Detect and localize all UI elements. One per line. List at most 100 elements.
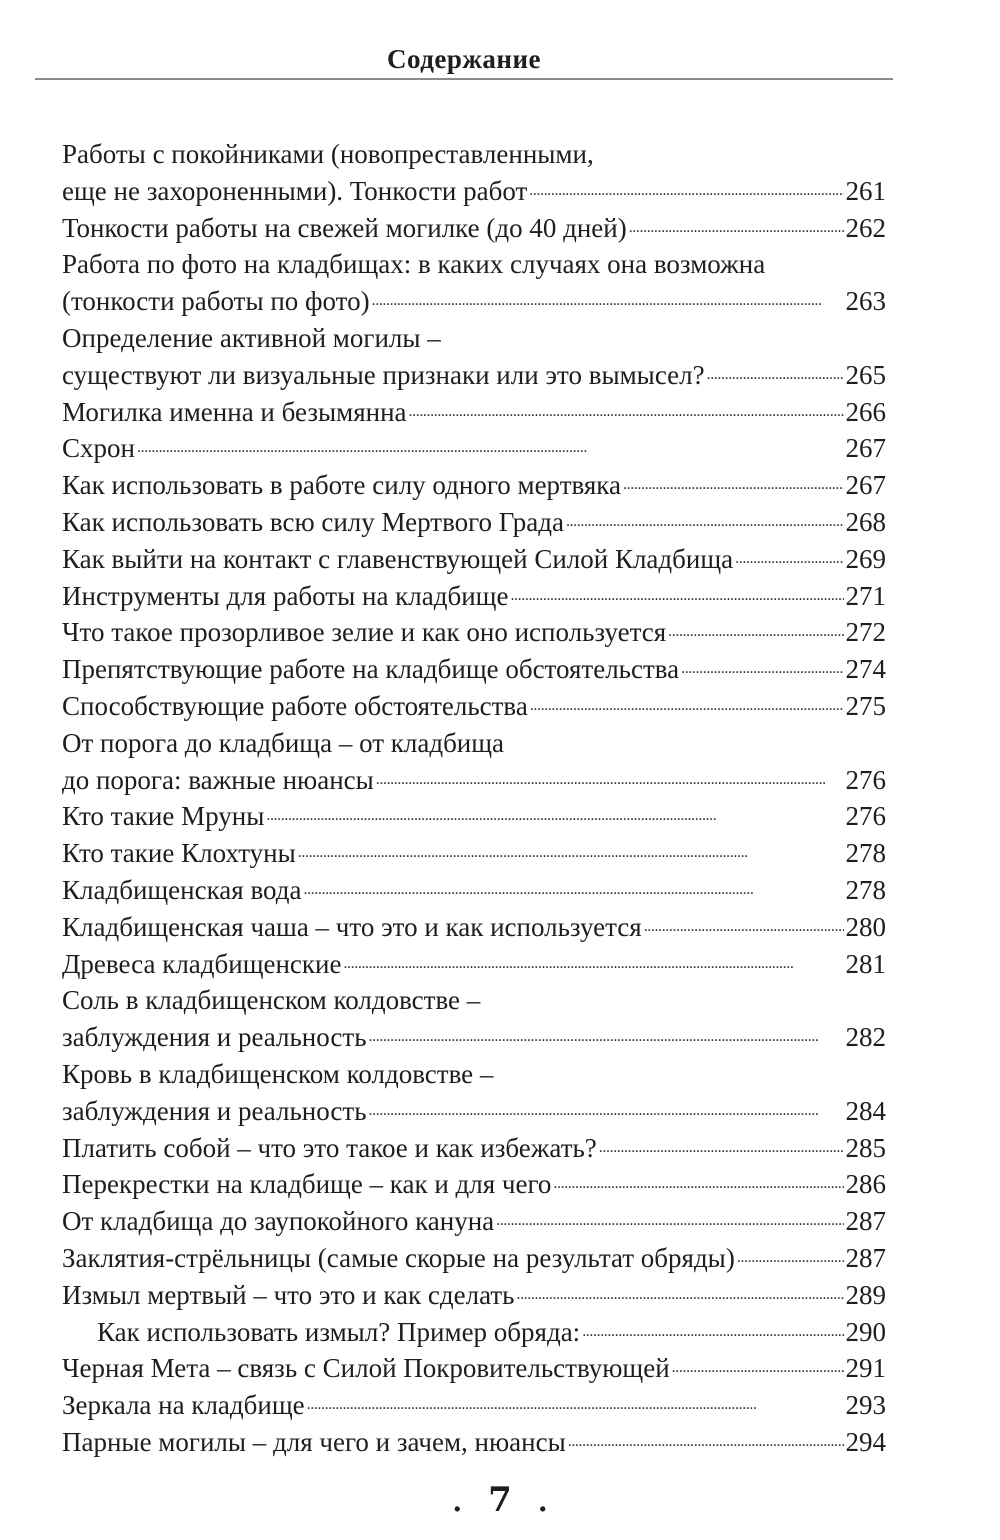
- toc-entry-title: Как использовать в работе силу одного ме…: [62, 470, 621, 501]
- dot-leader: [496, 1203, 843, 1240]
- toc-entry-title: От порога до кладбища – от кладбища: [62, 727, 505, 758]
- toc-entry-line: Определение активной могилы –: [62, 320, 886, 357]
- toc-page-number: 262: [845, 212, 887, 243]
- toc-entry-line: Схрон 267: [62, 430, 886, 467]
- table-of-contents: Работы с покойниками (новопреставленными…: [62, 136, 886, 1461]
- dot-leader: [668, 614, 843, 651]
- toc-entry-title: Как использовать измыл? Пример обряда:: [97, 1316, 581, 1347]
- toc-entry-line: Как использовать в работе силу одного ме…: [62, 467, 886, 504]
- dot-leader: [629, 210, 844, 247]
- toc-entry-title: Как использовать всю силу Мертвого Града: [62, 506, 564, 537]
- toc-entry-title: Способствующие работе обстоятельства: [62, 690, 528, 721]
- toc-entry-title: От кладбища до заупокойного кануна: [62, 1206, 495, 1237]
- toc-entry-title: Кровь в кладбищенском колдовстве –: [62, 1058, 494, 1089]
- toc-entry-title: Кто такие Клохтуны: [62, 838, 296, 869]
- running-header: Содержание: [35, 40, 893, 80]
- toc-page-number: 261: [845, 175, 887, 206]
- toc-page-number: 278: [845, 874, 887, 905]
- toc-entry-line: Кладбищенская чаша – что это и как испол…: [62, 909, 886, 946]
- toc-entry-line: Препятствующие работе на кладбище обстоя…: [62, 651, 886, 688]
- dot-leader: [623, 467, 844, 504]
- toc-entry-line: Кровь в кладбищенском колдовстве –: [62, 1056, 886, 1093]
- dot-leader: [516, 1277, 843, 1314]
- dot-leader: [707, 357, 844, 394]
- dot-leader: [672, 1350, 844, 1387]
- dot-leader: [568, 1424, 844, 1461]
- toc-entry-line: существуют ли визуальные признаки или эт…: [62, 357, 886, 394]
- toc-entry-line: Парные могилы – для чего и зачем, нюансы…: [62, 1424, 886, 1461]
- dot-leader: [737, 1240, 844, 1277]
- toc-entry-title: существуют ли визуальные признаки или эт…: [62, 359, 705, 390]
- dot-leader: [137, 430, 844, 467]
- dot-leader: [343, 946, 843, 983]
- toc-page-number: 294: [845, 1426, 887, 1457]
- toc-entry-title: Тонкости работы на свежей могилке (до 40…: [62, 212, 627, 243]
- toc-page-number: 286: [845, 1169, 887, 1200]
- dot-leader: [530, 688, 844, 725]
- toc-entry-title: Препятствующие работе на кладбище обстоя…: [62, 654, 680, 685]
- toc-entry-title: Заклятия-стрëльницы (самые скорые на рез…: [62, 1242, 735, 1273]
- toc-entry-title: (тонкости работы по фото): [62, 286, 370, 317]
- dot-leader: [529, 173, 843, 210]
- toc-entry-line: Работы с покойниками (новопреставленными…: [62, 136, 886, 173]
- toc-entry-line: Инструменты для работы на кладбище 271: [62, 578, 886, 615]
- toc-page-number: 276: [845, 764, 887, 795]
- toc-entry-title: еще не захороненными). Тонкости работ: [62, 175, 528, 206]
- dot-leader: [369, 1019, 844, 1056]
- toc-entry-title: Парные могилы – для чего и зачем, нюансы: [62, 1426, 566, 1457]
- toc-entry-title: Работа по фото на кладбищах: в каких слу…: [62, 249, 766, 280]
- toc-entry-line: Черная Мета – связь с Силой Покровительс…: [62, 1350, 886, 1387]
- toc-page-number: 293: [845, 1390, 887, 1421]
- dot-leader: [409, 394, 844, 431]
- toc-entry-line: Кто такие Клохтуны 278: [62, 835, 886, 872]
- toc-entry-title: Платить собой – что это такое и как избе…: [62, 1132, 597, 1163]
- toc-entry-line: до порога: важные нюансы 276: [62, 762, 886, 799]
- toc-page-number: 290: [845, 1316, 887, 1347]
- page-number-text: 7: [488, 1480, 512, 1520]
- toc-page-number: 274: [845, 654, 887, 685]
- toc-entry-line: еще не захороненными). Тонкости работ 261: [62, 173, 886, 210]
- toc-entry-title: Перекрестки на кладбище – как и для чего: [62, 1169, 552, 1200]
- dot-leader: [303, 872, 843, 909]
- toc-entry-title: Что такое прозорливое зелие и как оно ис…: [62, 617, 667, 648]
- toc-entry-line: Тонкости работы на свежей могилке (до 40…: [62, 210, 886, 247]
- dot-leader: [566, 504, 844, 541]
- toc-page-number: 268: [845, 506, 887, 537]
- toc-entry-line: (тонкости работы по фото) 263: [62, 283, 886, 320]
- toc-page-number: 265: [845, 359, 887, 390]
- toc-entry-title: Кладбищенская чаша – что это и как испол…: [62, 911, 642, 942]
- toc-page-number: 269: [845, 543, 887, 574]
- toc-entry-line: Могилка именна и безымянна 266: [62, 394, 886, 431]
- toc-entry-title: Соль в кладбищенском колдовстве –: [62, 985, 481, 1016]
- toc-page-number: 284: [845, 1095, 887, 1126]
- page-title: Содержание: [386, 44, 542, 74]
- toc-page-number: 271: [845, 580, 887, 611]
- toc-page-number: 266: [845, 396, 887, 427]
- toc-entry-title: Кто такие Мруны: [62, 801, 265, 832]
- toc-entry-line: Работа по фото на кладбищах: в каких слу…: [62, 246, 886, 283]
- toc-entry-line: Способствующие работе обстоятельства 275: [62, 688, 886, 725]
- toc-entry-line: Кладбищенская вода 278: [62, 872, 886, 909]
- toc-entry-title: заблуждения и реальность: [62, 1022, 367, 1053]
- toc-page-number: 272: [845, 617, 887, 648]
- toc-entry-line: заблуждения и реальность 282: [62, 1019, 886, 1056]
- toc-entry-line: Как использовать всю силу Мертвого Града…: [62, 504, 886, 541]
- dot-leader: [266, 798, 843, 835]
- toc-entry-title: Древеса кладбищенские: [62, 948, 342, 979]
- toc-page-number: 285: [845, 1132, 887, 1163]
- dot-leader: [372, 283, 844, 320]
- header-rule: [35, 78, 893, 80]
- toc-page-number: 287: [845, 1242, 887, 1273]
- toc-page-number: 263: [845, 286, 887, 317]
- dot-leader: [369, 1093, 844, 1130]
- toc-entry-line: Как выйти на контакт с главенствующей Си…: [62, 541, 886, 578]
- toc-page-number: 267: [845, 470, 887, 501]
- dot-leader: [553, 1166, 843, 1203]
- dot-leader: [510, 578, 843, 615]
- toc-entry-title: Как выйти на контакт с главенствующей Си…: [62, 543, 734, 574]
- toc-entry-line: Измыл мертвый – что это и как сделать 289: [62, 1277, 886, 1314]
- toc-entry-title: Схрон: [62, 433, 135, 464]
- toc-entry-line: Зеркала на кладбище 293: [62, 1387, 886, 1424]
- dot-leader: [298, 835, 844, 872]
- toc-entry-title: Определение активной могилы –: [62, 322, 441, 353]
